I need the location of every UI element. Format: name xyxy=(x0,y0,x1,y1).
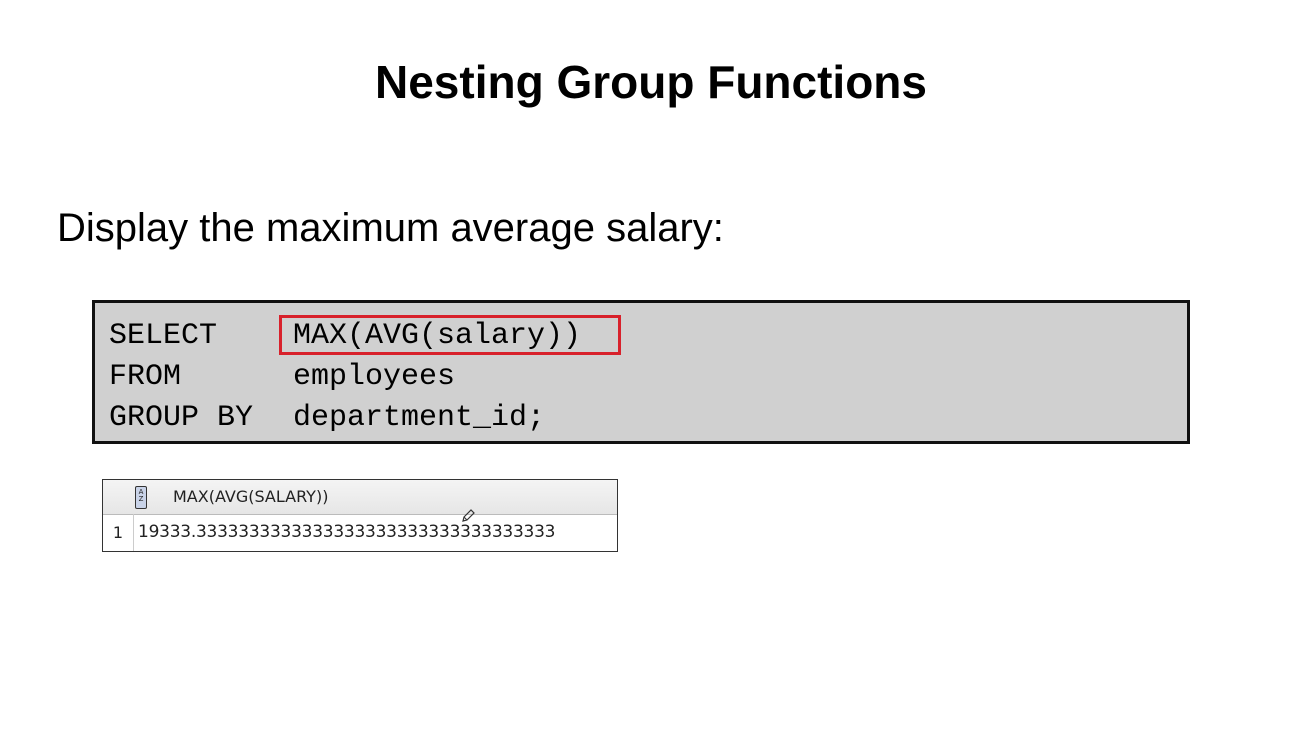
column-header[interactable]: MAX(AVG(SALARY)) xyxy=(173,487,329,506)
slide-subtitle: Display the maximum average salary: xyxy=(57,206,724,250)
sql-argument: employees xyxy=(293,360,456,394)
sql-keyword: SELECT xyxy=(109,319,218,353)
pencil-cursor-icon xyxy=(462,509,475,522)
highlight-box xyxy=(279,315,621,355)
code-line-select: SELECT MAX(AVG(salary)) xyxy=(109,317,581,355)
row-number: 1 xyxy=(103,514,134,551)
code-line-group-by: GROUP BY department_id; xyxy=(109,399,545,437)
slide-title: Nesting Group Functions xyxy=(375,56,927,108)
code-line-from: FROM employees xyxy=(109,358,455,396)
sql-keyword: FROM xyxy=(109,360,182,394)
sql-code-block: SELECT MAX(AVG(salary)) FROM employees G… xyxy=(92,300,1190,444)
sql-argument: MAX(AVG(salary)) xyxy=(293,319,582,353)
sql-keyword: GROUP BY xyxy=(109,401,254,435)
result-cell[interactable]: 19333.3333333333333333333333333333333333 xyxy=(138,522,556,542)
sql-argument: department_id; xyxy=(293,401,546,435)
